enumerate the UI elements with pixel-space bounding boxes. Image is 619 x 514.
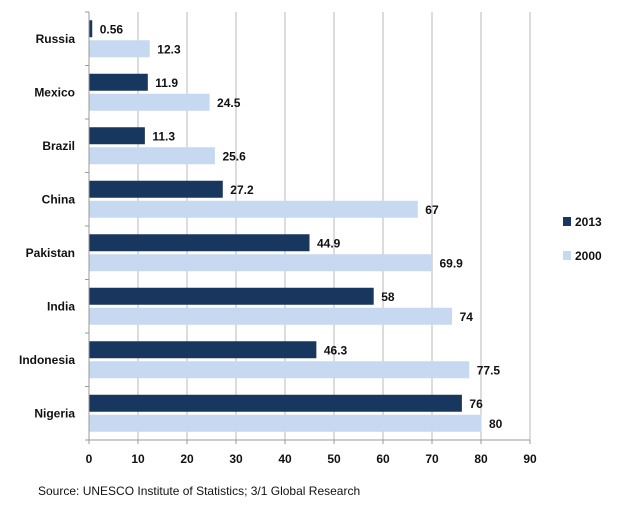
bar-2013-indonesia [89, 341, 317, 359]
data-label-2000-india: 74 [460, 310, 474, 324]
bar-2000-nigeria [89, 414, 482, 432]
data-label-2000-pakistan: 69.9 [440, 256, 464, 270]
x-tick-label: 80 [474, 452, 488, 466]
x-tick-label: 40 [278, 452, 292, 466]
category-label-china: China [42, 192, 76, 206]
data-label-2013-indonesia: 46.3 [324, 343, 348, 357]
bar-2000-india [89, 307, 453, 325]
data-label-2013-russia: 0.56 [100, 22, 124, 36]
data-label-2013-india: 58 [381, 290, 395, 304]
legend-label-2013: 2013 [575, 215, 602, 229]
data-label-2000-russia: 12.3 [157, 42, 181, 56]
category-label-brazil: Brazil [42, 139, 75, 153]
bar-2000-brazil [89, 147, 215, 165]
data-label-2000-nigeria: 80 [489, 417, 503, 431]
legend-label-2000: 2000 [575, 249, 602, 263]
bar-2013-mexico [89, 73, 148, 91]
category-label-nigeria: Nigeria [34, 406, 75, 420]
category-label-russia: Russia [36, 32, 76, 46]
bar-2000-indonesia [89, 361, 470, 379]
x-tick-label: 70 [425, 452, 439, 466]
category-label-mexico: Mexico [34, 85, 75, 99]
data-label-2013-mexico: 11.9 [155, 76, 178, 90]
bar-2013-nigeria [89, 394, 462, 412]
bar-2000-mexico [89, 93, 210, 111]
bar-2013-india [89, 287, 374, 305]
x-tick-label: 50 [327, 452, 341, 466]
x-tick-label: 30 [229, 452, 243, 466]
x-tick-label: 10 [131, 452, 145, 466]
data-label-2000-mexico: 24.5 [217, 96, 241, 110]
data-label-2013-brazil: 11.3 [152, 129, 175, 143]
legend-swatch-2013 [563, 217, 571, 226]
category-label-pakistan: Pakistan [26, 246, 75, 260]
source-note: Source: UNESCO Institute of Statistics; … [38, 484, 361, 498]
bar-2000-china [89, 200, 418, 218]
x-tick-label: 20 [180, 452, 194, 466]
bar-2013-pakistan [89, 234, 310, 252]
x-tick-label: 60 [376, 452, 390, 466]
x-tick-label: 0 [86, 452, 93, 466]
data-label-2013-china: 27.2 [230, 183, 254, 197]
category-label-indonesia: Indonesia [19, 353, 75, 367]
x-tick-label: 90 [523, 452, 537, 466]
data-label-2013-nigeria: 76 [469, 397, 483, 411]
data-label-2000-brazil: 25.6 [222, 149, 246, 163]
legend-swatch-2000 [563, 251, 571, 260]
bar-2000-russia [89, 40, 150, 58]
bar-2013-brazil [89, 127, 145, 145]
bar-2000-pakistan [89, 254, 433, 272]
data-label-2013-pakistan: 44.9 [317, 236, 341, 250]
bar-2013-china [89, 180, 223, 198]
data-label-2000-indonesia: 77.5 [477, 363, 501, 377]
bar-2013-russia [89, 20, 93, 38]
category-label-india: India [47, 299, 75, 313]
data-label-2000-china: 67 [425, 203, 439, 217]
